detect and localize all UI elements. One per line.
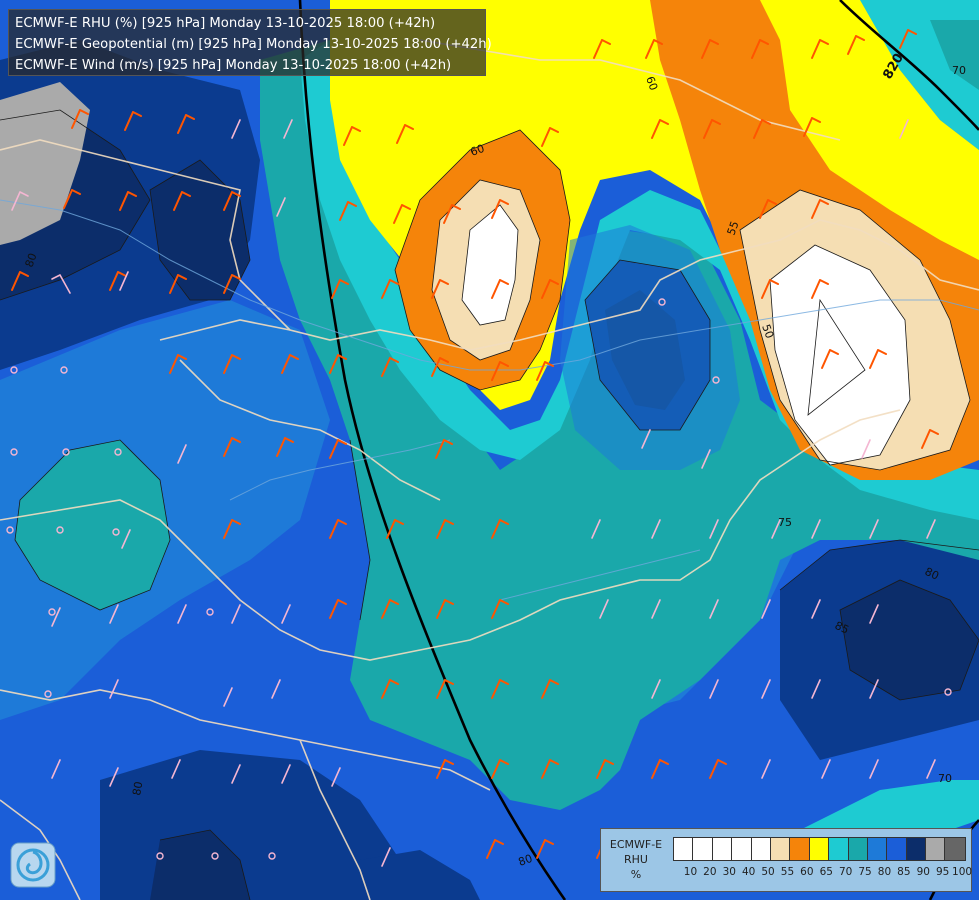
contour-label-geo-80: 80 [517, 852, 535, 869]
contour-label-80-sw: 80 [130, 780, 145, 796]
rh-region-90-n [150, 160, 250, 300]
contour-label-85: 85 [833, 619, 851, 637]
legend-tick-label: 80 [877, 866, 892, 878]
title-geopotential: ECMWF-E Geopotential (m) [925 hPa] Monda… [15, 37, 492, 52]
legend-tick-label: 65 [819, 866, 833, 878]
rhu-legend: ECMWF-E RHU % 10 20 30 40 50 55 60 65 70 75 80 85 90… [600, 828, 972, 892]
rh-region-70-west [15, 440, 170, 610]
contour-label-70-ne: 70 [952, 64, 966, 77]
legend-unit: % [630, 868, 642, 881]
contour-label-75: 75 [778, 516, 792, 529]
legend-tick-label: 100 [952, 866, 973, 878]
contour-label-50: 50 [759, 323, 776, 341]
legend-swatch [732, 838, 752, 860]
legend-swatch [906, 838, 927, 860]
legend-tick-label: 40 [741, 866, 756, 878]
legend-swatch [945, 838, 965, 860]
rh-region-90-s [150, 830, 250, 900]
rh-region-85-ssw [360, 850, 480, 900]
rh-region-80-center2 [560, 225, 740, 470]
legend-swatch [751, 838, 771, 860]
legend-tick-label: 70 [838, 866, 853, 878]
map-title-box: ECMWF-E RHU (%) [925 hPa] Monday 13-10-2… [8, 9, 492, 76]
country-borders [0, 39, 979, 900]
rivers [0, 199, 979, 601]
legend-tick-label: 10 [683, 866, 698, 878]
legend-ticks: 10 20 30 40 50 55 60 65 70 75 80 85 90 95 100 [673, 866, 973, 880]
legend-tick-label: 50 [761, 866, 775, 878]
legend-swatch [770, 838, 791, 860]
legend-swatch [848, 838, 868, 860]
rh-contours [0, 109, 979, 900]
title-wind: ECMWF-E Wind (m/s) [925 hPa] Monday 13-1… [15, 58, 452, 73]
contour-label-70-se: 70 [938, 772, 952, 785]
legend-tick-label: 95 [935, 866, 950, 878]
legend-swatch [887, 838, 907, 860]
legend-tick-label: 60 [800, 866, 814, 878]
legend-tick-label: 30 [722, 866, 736, 878]
legend-tick-label: 75 [858, 866, 872, 878]
legend-tick-label: 20 [703, 866, 717, 878]
title-rhu: ECMWF-E RHU (%) [925 hPa] Monday 13-10-2… [15, 16, 436, 31]
contour-label-80-e: 80 [923, 565, 941, 583]
rh-region-40-east [770, 245, 910, 465]
legend-tick-label: 90 [916, 866, 930, 878]
contour-label-80-w: 80 [23, 251, 40, 269]
wind-barbs [6, 29, 952, 867]
ecmwf-swirl-logo-icon [10, 842, 56, 888]
rh-region-65-center [300, 40, 979, 520]
legend-swatch [926, 838, 946, 860]
legend-swatch [829, 838, 849, 860]
legend-swatch [790, 838, 810, 860]
legend-swatch [867, 838, 888, 860]
legend-tick-label: 85 [897, 866, 911, 878]
rh-region-90-se [840, 580, 979, 700]
contour-label-60-b: 60 [643, 75, 660, 93]
contour-label-60-a: 60 [469, 142, 487, 159]
legend-variable: RHU [624, 853, 648, 866]
legend-swatch [693, 838, 713, 860]
contour-label-55: 55 [725, 219, 742, 237]
legend-model: ECMWF-E [609, 838, 663, 851]
rh-region-40-west [462, 205, 518, 325]
legend-tick-label: 55 [780, 866, 795, 878]
rh-region-70-ne2 [930, 20, 979, 90]
legend-swatch [809, 838, 830, 860]
legend-color-bar [673, 837, 966, 861]
legend-swatch [674, 838, 694, 860]
legend-title: ECMWF-E RHU % [603, 837, 669, 882]
legend-swatch [712, 838, 733, 860]
